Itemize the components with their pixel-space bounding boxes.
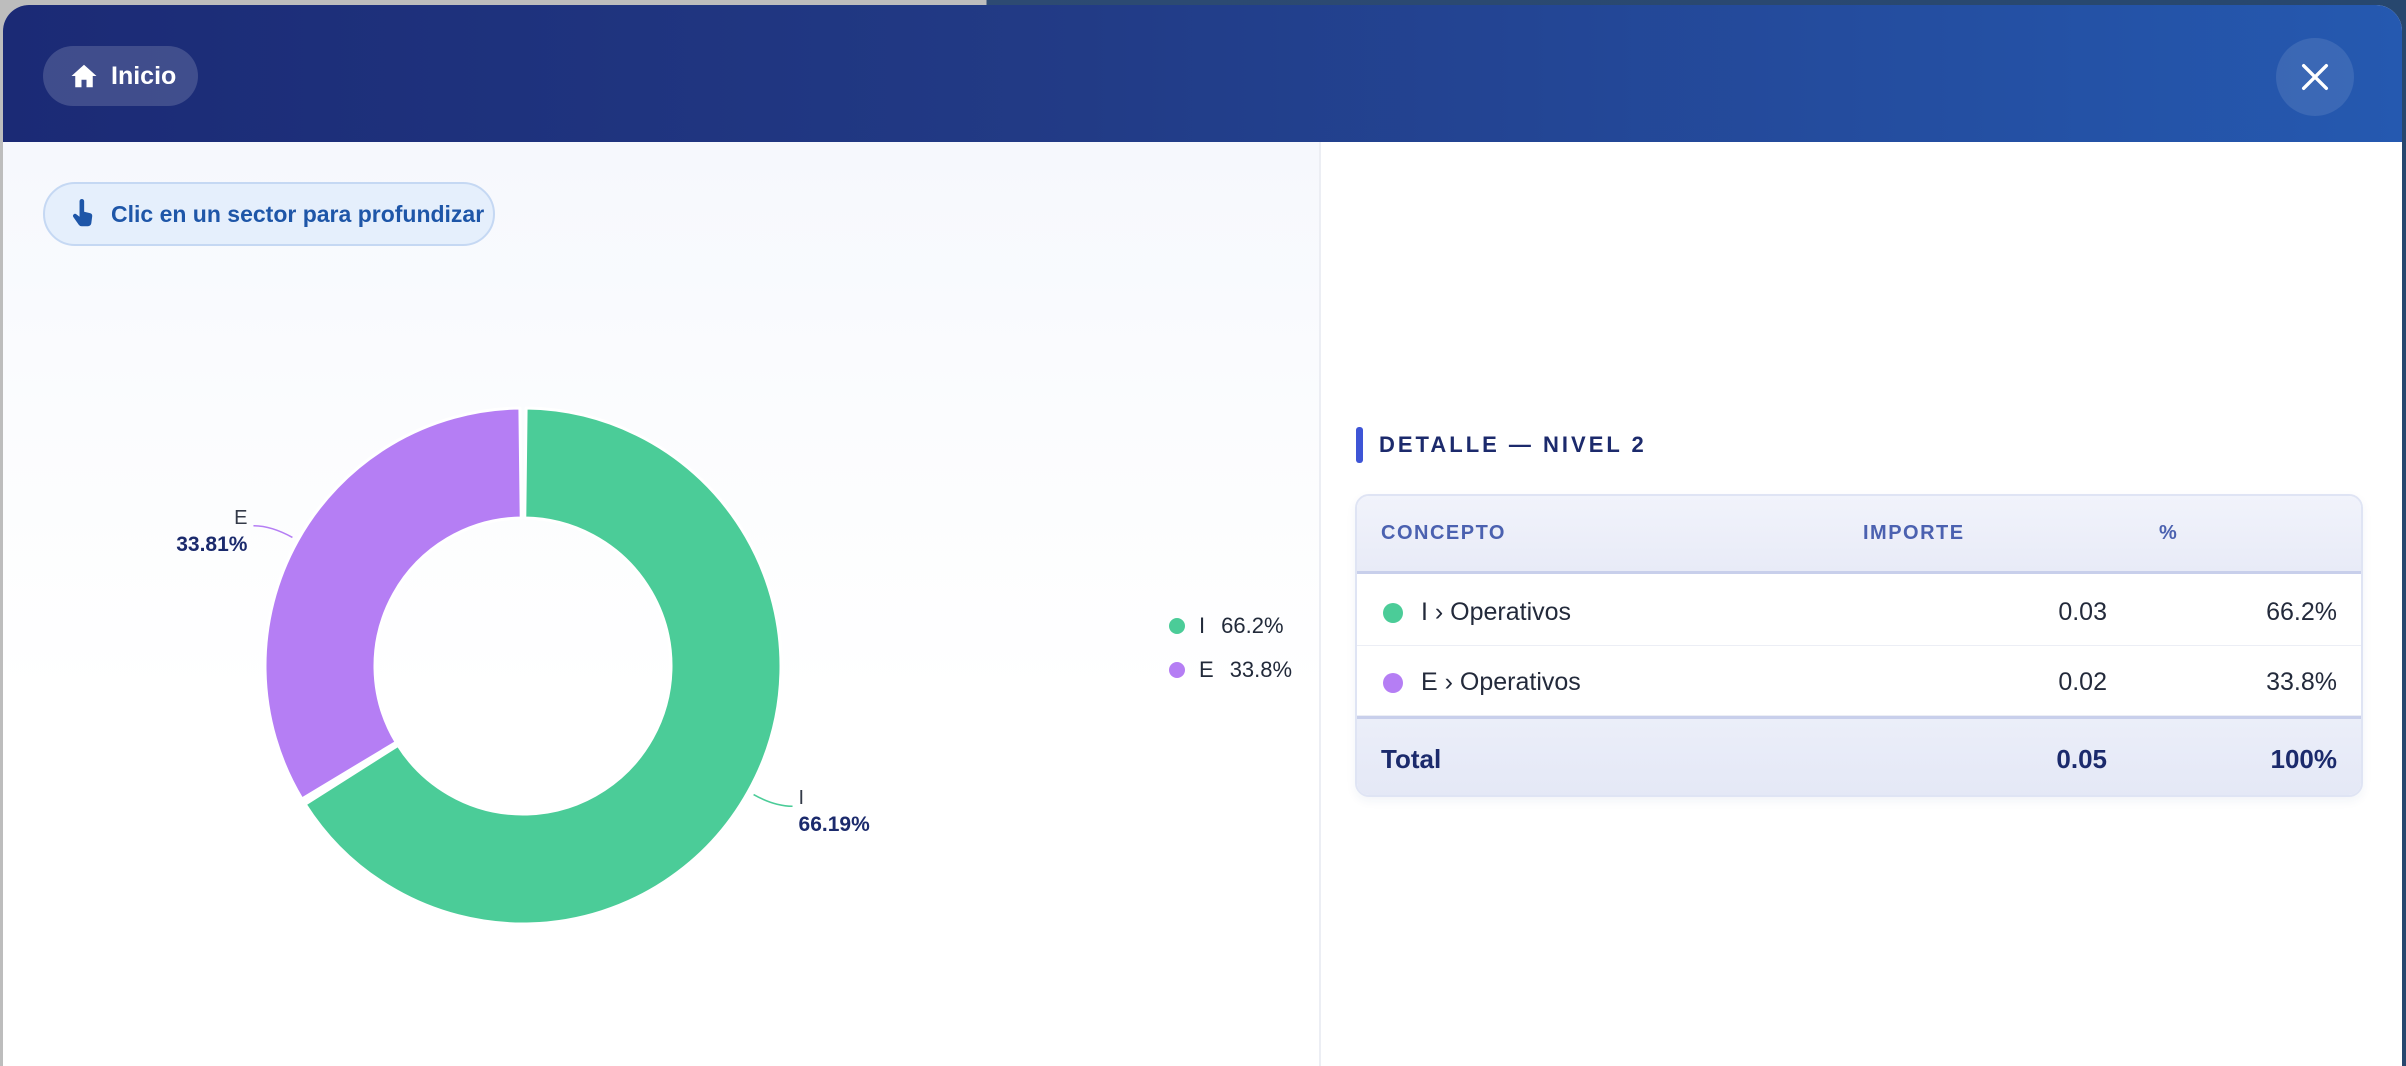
- total-pct: 100%: [2270, 744, 2338, 774]
- table-row[interactable]: E › Operativos 0.02 33.8%: [1357, 646, 2361, 716]
- pie-slice-i[interactable]: [303, 406, 783, 926]
- home-button-label: Inicio: [111, 61, 177, 90]
- legend-item-e[interactable]: E 33.8%: [1169, 656, 1292, 684]
- slice-percent-i: 66.19%: [799, 813, 871, 836]
- leader-line-i: [753, 793, 793, 808]
- drilldown-hint: Clic en un sector para profundizar: [43, 182, 495, 246]
- legend-item-i[interactable]: I 66.2%: [1169, 612, 1292, 640]
- home-icon: [71, 64, 97, 88]
- slice-label-i: I: [799, 787, 805, 809]
- modal-header: Inicio: [3, 5, 2402, 142]
- row-amount: 0.02: [2058, 668, 2107, 696]
- leader-line-e: [253, 524, 293, 539]
- table-row[interactable]: I › Operativos 0.03 66.2%: [1357, 576, 2361, 646]
- legend-label: E: [1199, 657, 1214, 682]
- row-color-dot: [1383, 603, 1403, 623]
- close-icon: [2301, 63, 2329, 91]
- detail-title: DETALLE — NIVEL 2: [1356, 427, 1647, 463]
- chart-legend: I 66.2% E 33.8%: [1169, 612, 1292, 684]
- chart-panel: Clic en un sector para profundizar I 66.1…: [3, 142, 1321, 1066]
- title-accent-bar: [1356, 427, 1363, 463]
- row-color-dot: [1383, 673, 1403, 693]
- table-total-row: Total 0.05 100%: [1357, 716, 2361, 795]
- slice-percent-e: 33.81%: [176, 533, 248, 556]
- legend-label: I: [1199, 613, 1206, 638]
- legend-value: 66.2%: [1221, 613, 1284, 638]
- column-header-concept: CONCEPTO: [1381, 522, 1506, 544]
- total-label: Total: [1381, 744, 1442, 774]
- table-header: CONCEPTO IMPORTE %: [1357, 496, 2361, 574]
- donut-chart: I 66.19% E 33.81%: [176, 406, 871, 926]
- row-concept: E › Operativos: [1421, 668, 1581, 696]
- slice-label-e: E: [234, 507, 247, 529]
- column-header-pct: %: [2159, 522, 2179, 544]
- row-pct: 66.2%: [2266, 598, 2337, 626]
- pointer-hand-icon: [72, 199, 93, 227]
- detail-panel: DETALLE — NIVEL 2 CONCEPTO IMPORTE % I ›…: [1323, 142, 2402, 1066]
- total-amount: 0.05: [2056, 744, 2107, 774]
- detail-table: CONCEPTO IMPORTE % I › Operativos 0.03 6…: [1355, 494, 2363, 797]
- drilldown-modal: Inicio Clic en un sector para profundiza…: [3, 5, 2402, 1066]
- drilldown-hint-text: Clic en un sector para profundizar: [111, 200, 485, 227]
- row-concept: I › Operativos: [1421, 598, 1572, 626]
- legend-color-dot: [1169, 662, 1185, 678]
- close-button[interactable]: [2276, 38, 2354, 116]
- column-header-amount: IMPORTE: [1863, 522, 1965, 544]
- legend-color-dot: [1169, 618, 1185, 634]
- row-amount: 0.03: [2058, 598, 2107, 626]
- detail-title-text: DETALLE — NIVEL 2: [1379, 432, 1647, 457]
- legend-value: 33.8%: [1229, 657, 1293, 682]
- home-button[interactable]: Inicio: [43, 46, 198, 106]
- pie-slice-e[interactable]: [263, 406, 523, 801]
- row-pct: 33.8%: [2266, 668, 2337, 696]
